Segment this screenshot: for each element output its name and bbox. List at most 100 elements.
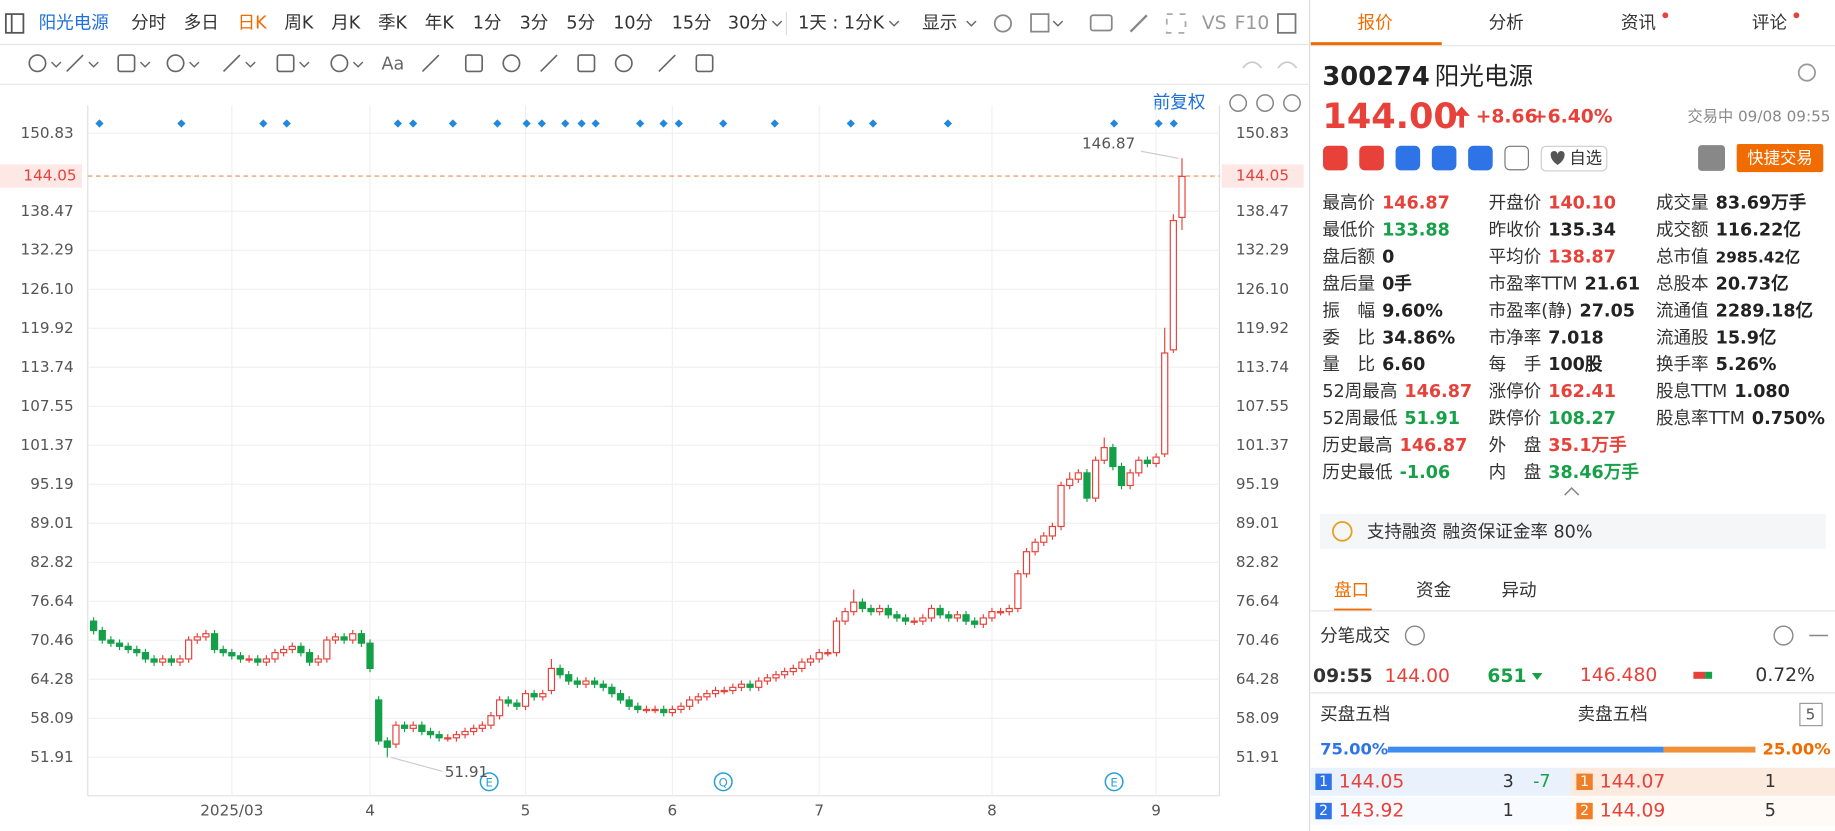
event-marker[interactable] <box>561 119 570 128</box>
redo-icon[interactable] <box>1277 61 1298 69</box>
compare-button[interactable]: VS <box>1202 13 1227 34</box>
quick-trade-button[interactable] <box>1736 143 1824 173</box>
draw-tool[interactable] <box>577 54 596 73</box>
candle-body <box>297 645 305 654</box>
sub-tab[interactable]: 资金 <box>1416 581 1452 601</box>
stat: 量 比 6.60 <box>1322 355 1425 375</box>
up-arrow <box>1453 106 1470 128</box>
camera-icon[interactable] <box>1089 14 1113 32</box>
draw-tool[interactable] <box>695 54 714 73</box>
stat-label: 成交额 <box>1656 221 1709 241</box>
period-button[interactable]: 多日 <box>184 13 219 33</box>
event-marker[interactable] <box>282 119 291 128</box>
feature-icon[interactable] <box>1395 145 1421 171</box>
period-button[interactable]: 周K <box>284 13 314 33</box>
sub-tab[interactable]: 盘口 <box>1334 581 1369 601</box>
zoom-icon[interactable] <box>1256 94 1275 112</box>
candle-body <box>245 658 253 661</box>
levels-box[interactable] <box>1799 702 1823 727</box>
sidebar-icon[interactable] <box>4 13 25 34</box>
candle-body <box>686 699 694 707</box>
event-marker[interactable] <box>493 119 502 128</box>
draw-tool[interactable] <box>502 54 521 73</box>
period-button[interactable]: 1分 <box>473 13 502 33</box>
layout-icon[interactable] <box>1030 13 1050 33</box>
period-button[interactable]: 10分 <box>613 13 653 33</box>
event-marker[interactable] <box>719 119 728 128</box>
stat-value: 140.10 <box>1548 194 1616 214</box>
draw-tool[interactable] <box>464 54 483 73</box>
event-marker[interactable] <box>577 119 586 128</box>
period-button[interactable]: 日K <box>238 13 268 33</box>
event-marker[interactable] <box>868 119 878 128</box>
f10-button[interactable]: F10 <box>1235 13 1270 34</box>
interval-select[interactable]: 1天 : 1分K <box>798 13 884 33</box>
draw-tool[interactable] <box>117 54 136 73</box>
panel-tab[interactable]: 评论 <box>1752 13 1788 33</box>
adjust-button[interactable]: 前复权 <box>1153 93 1206 113</box>
draw-tool[interactable] <box>540 54 558 73</box>
stock-tab[interactable]: 阳光电源 <box>39 13 109 33</box>
panel-toggle[interactable] <box>1277 13 1297 34</box>
period-button[interactable]: 年K <box>425 13 455 33</box>
feature-icon[interactable] <box>1431 145 1457 171</box>
zoom-icon[interactable] <box>1229 94 1248 112</box>
event-marker[interactable] <box>522 119 531 128</box>
period-button[interactable]: 分时 <box>131 13 166 33</box>
candle-body <box>590 680 599 685</box>
event-marker[interactable] <box>95 119 104 128</box>
event-marker[interactable] <box>409 119 418 128</box>
draw-tool[interactable] <box>276 54 295 73</box>
draw-tool[interactable] <box>66 54 84 73</box>
alert-button[interactable] <box>1698 145 1725 171</box>
draw-tool[interactable] <box>28 54 47 73</box>
candle-body <box>461 730 469 736</box>
draw-tool[interactable] <box>421 54 440 73</box>
event-badge[interactable] <box>1104 772 1124 792</box>
levels[interactable]: 5 <box>1806 706 1816 724</box>
candle-body <box>798 661 806 670</box>
collapse-arrow[interactable] <box>1564 486 1580 496</box>
watch-label[interactable]: 自选 <box>1569 149 1602 168</box>
stat: 盘后额 0 <box>1322 248 1394 268</box>
fullscreen-icon[interactable] <box>1165 13 1187 34</box>
panel-tab[interactable]: 分析 <box>1489 13 1524 33</box>
event-badge[interactable] <box>713 772 733 792</box>
quick-trade-label[interactable]: 快捷交易 <box>1747 149 1813 168</box>
event-marker[interactable] <box>1110 119 1119 128</box>
info-icon[interactable] <box>1404 625 1425 646</box>
settings-icon[interactable] <box>1797 63 1816 82</box>
display-select[interactable]: 显示 <box>922 13 957 33</box>
zoom-icon[interactable] <box>1283 94 1301 112</box>
settings-icon[interactable] <box>993 14 1013 33</box>
period-button[interactable]: 15分 <box>672 13 712 33</box>
draw-tool[interactable] <box>330 54 349 73</box>
sub-tab[interactable]: 异动 <box>1501 581 1536 601</box>
period-button[interactable]: 3分 <box>520 13 549 33</box>
draw-tool[interactable] <box>614 54 633 73</box>
pen-icon[interactable] <box>1129 14 1148 33</box>
period-button[interactable]: 30分 <box>728 13 768 33</box>
feature-icon[interactable] <box>1323 145 1348 171</box>
event-badge[interactable] <box>479 772 499 792</box>
period-button[interactable]: 月K <box>331 13 361 33</box>
feature-icon[interactable] <box>1504 145 1529 171</box>
feature-icon[interactable] <box>1359 145 1384 171</box>
period-button[interactable]: 5分 <box>566 13 595 33</box>
period-button[interactable]: 季K <box>378 13 408 33</box>
y-tick-label: 51.91 <box>1236 748 1280 766</box>
panel-tab[interactable]: 资讯 <box>1621 13 1656 33</box>
draw-tool[interactable] <box>658 54 676 73</box>
more-icon[interactable] <box>1773 625 1794 646</box>
event-marker[interactable] <box>659 119 668 128</box>
text-tool[interactable]: Aa <box>382 54 405 74</box>
draw-tool[interactable] <box>222 54 241 73</box>
feature-icon[interactable] <box>1468 145 1493 171</box>
draw-tool[interactable] <box>166 54 185 73</box>
event-marker[interactable] <box>177 119 186 128</box>
undo-icon[interactable] <box>1242 61 1263 69</box>
panel-tab[interactable]: 报价 <box>1358 13 1394 33</box>
stat-label: 盘后额 <box>1322 248 1375 268</box>
candle-body <box>1031 541 1039 553</box>
event-marker[interactable] <box>943 119 953 128</box>
